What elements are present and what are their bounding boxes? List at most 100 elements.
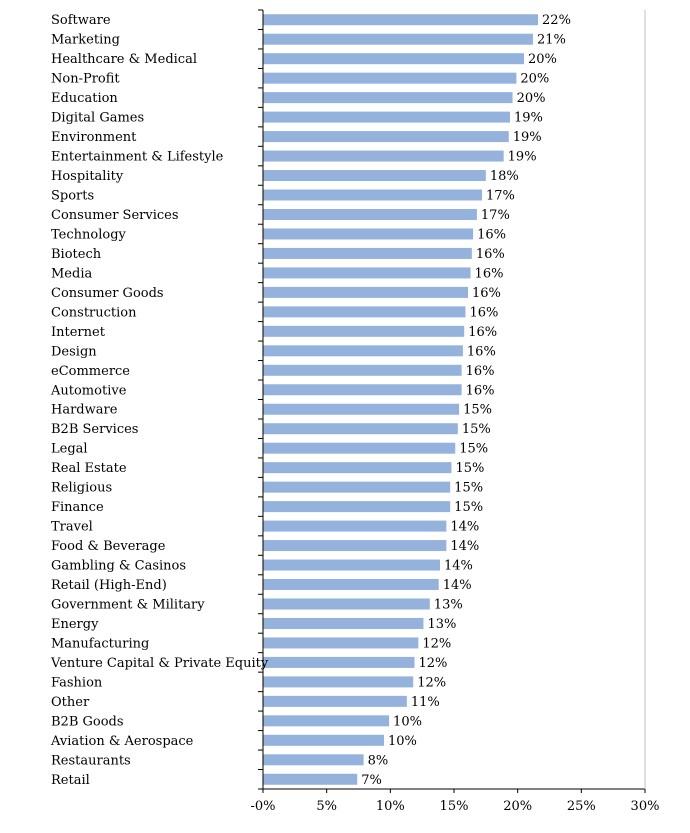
category-label: Venture Capital & Private Equity xyxy=(50,656,269,671)
category-label: Automotive xyxy=(50,383,127,398)
bar xyxy=(263,462,452,474)
category-label: Education xyxy=(51,91,118,106)
x-tick-label: 25% xyxy=(567,799,596,814)
bar xyxy=(263,617,424,629)
bar xyxy=(263,33,533,45)
category-labels-group: Software Marketing Healthcare & Medical Non… xyxy=(50,13,269,788)
bar-value-label: 7% xyxy=(361,773,382,788)
bar xyxy=(263,695,407,707)
category-label: Travel xyxy=(51,520,93,535)
category-label: Healthcare & Medical xyxy=(51,52,197,67)
bar xyxy=(263,14,539,26)
bar xyxy=(263,384,462,396)
bar xyxy=(263,442,456,454)
category-label: Technology xyxy=(51,227,127,242)
bar-value-label: 16% xyxy=(477,227,506,242)
category-label: Software xyxy=(51,13,111,28)
bar-value-label: 11% xyxy=(411,695,440,710)
category-label: Legal xyxy=(51,442,88,457)
bar xyxy=(263,520,447,532)
x-tick-label: 20% xyxy=(503,799,532,814)
axes-group xyxy=(258,9,646,793)
category-label: Other xyxy=(51,695,90,710)
bar xyxy=(263,150,504,162)
bar-value-label: 14% xyxy=(450,539,479,554)
category-label: Finance xyxy=(51,500,104,515)
bar-value-label: 12% xyxy=(422,636,451,651)
bar-value-label: 16% xyxy=(475,266,504,281)
category-label: Non-Profit xyxy=(51,72,120,87)
category-label: Fashion xyxy=(51,675,103,690)
bar xyxy=(263,676,414,688)
bar-value-label: 16% xyxy=(476,247,505,262)
bar-value-label: 12% xyxy=(417,675,446,690)
bar xyxy=(263,131,509,143)
bar xyxy=(263,773,358,785)
bar-value-label: 18% xyxy=(490,169,519,184)
bar xyxy=(263,715,390,727)
bar-value-label: 14% xyxy=(443,578,472,593)
category-label: Restaurants xyxy=(51,753,131,768)
category-label: Retail xyxy=(51,773,90,788)
bar-value-label: 15% xyxy=(454,500,483,515)
category-label: Digital Games xyxy=(51,111,144,126)
bar-value-label: 16% xyxy=(468,325,497,340)
x-tick-label: 10% xyxy=(376,799,405,814)
category-label: Entertainment & Lifestyle xyxy=(51,150,224,165)
category-label: Consumer Services xyxy=(51,208,179,223)
bar xyxy=(263,306,466,318)
bar-value-label: 16% xyxy=(467,344,496,359)
bar-value-label: 15% xyxy=(454,481,483,496)
bars-group xyxy=(263,14,539,785)
bar-value-label: 14% xyxy=(450,520,479,535)
category-label: Hospitality xyxy=(51,169,124,184)
bar xyxy=(263,403,460,415)
bar xyxy=(263,208,477,220)
bar xyxy=(263,637,419,649)
bar xyxy=(263,656,415,668)
x-tick-label: 30% xyxy=(631,799,660,814)
bar-value-label: 15% xyxy=(455,461,484,476)
bar xyxy=(263,325,465,337)
bar xyxy=(263,734,384,746)
bar-value-label: 21% xyxy=(537,33,566,48)
bar xyxy=(263,247,472,259)
bar-value-label: 16% xyxy=(469,305,498,320)
category-label: Construction xyxy=(51,305,137,320)
category-label: Government & Military xyxy=(51,597,205,612)
bar-value-label: 20% xyxy=(520,72,549,87)
bar xyxy=(263,423,458,435)
category-label: eCommerce xyxy=(51,364,130,379)
x-tick-labels-group: -0% 5% 10% 15% 20% 25% 30% xyxy=(250,799,659,814)
bar-value-label: 19% xyxy=(514,111,543,126)
x-tick-label: 15% xyxy=(440,799,469,814)
bar-value-label: 20% xyxy=(528,52,557,67)
category-label: Hardware xyxy=(51,403,118,418)
category-label: Biotech xyxy=(51,247,102,262)
category-label: Environment xyxy=(51,130,137,145)
category-label: Internet xyxy=(51,325,106,340)
bar-value-label: 16% xyxy=(466,364,495,379)
bar xyxy=(263,579,439,591)
bar xyxy=(263,598,430,610)
bar-value-label: 19% xyxy=(508,150,537,165)
category-label: Aviation & Aerospace xyxy=(50,734,194,749)
bar-value-label: 16% xyxy=(466,383,495,398)
bar xyxy=(263,92,513,104)
category-label: Food & Beverage xyxy=(51,539,166,554)
bar xyxy=(263,170,486,182)
category-label: Sports xyxy=(51,189,94,204)
bar-value-label: 10% xyxy=(388,734,417,749)
bar-value-label: 17% xyxy=(481,208,510,223)
bar xyxy=(263,481,451,493)
category-label: Media xyxy=(51,266,92,281)
bar xyxy=(263,364,462,376)
value-labels-group: 22% 21% 20% 20% 20% 19% 19% 19% 18% 17% 17% 16% 16% 1… xyxy=(361,13,571,788)
category-label: Energy xyxy=(51,617,99,632)
x-tick-label: -0% xyxy=(250,799,275,814)
category-label: Design xyxy=(51,344,97,359)
bar xyxy=(263,228,474,240)
bar-value-label: 8% xyxy=(368,753,389,768)
bar-value-label: 15% xyxy=(463,403,492,418)
